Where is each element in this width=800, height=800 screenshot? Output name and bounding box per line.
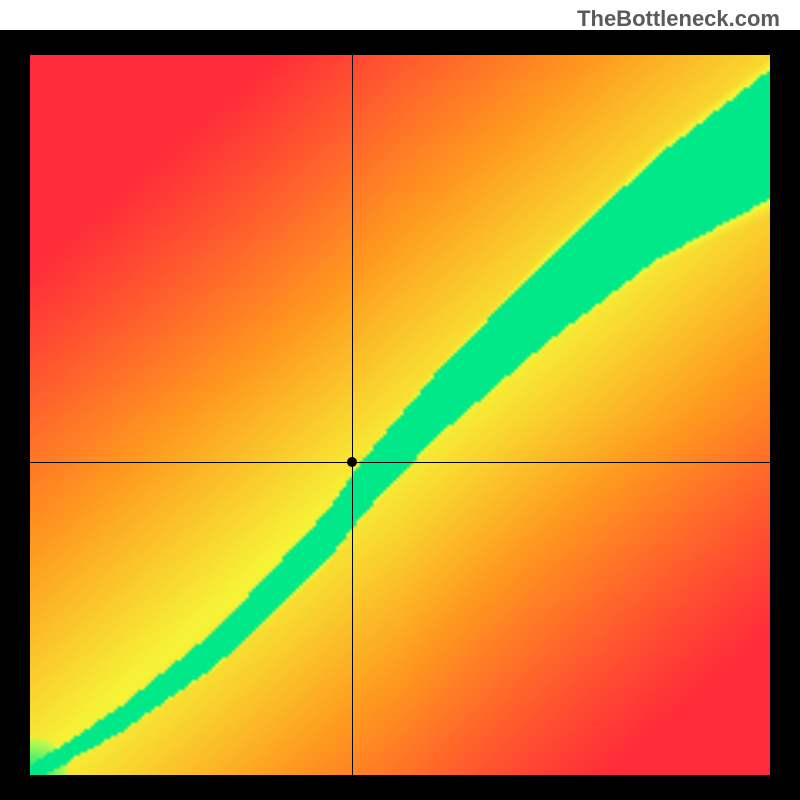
outer-frame: [0, 30, 800, 800]
chart-container: TheBottleneck.com: [0, 0, 800, 800]
crosshair-vertical: [352, 55, 353, 775]
heatmap-plot: [30, 55, 770, 775]
watermark-text: TheBottleneck.com: [577, 6, 780, 32]
heatmap-canvas: [30, 55, 770, 775]
crosshair-horizontal: [30, 462, 770, 463]
crosshair-marker: [347, 457, 357, 467]
